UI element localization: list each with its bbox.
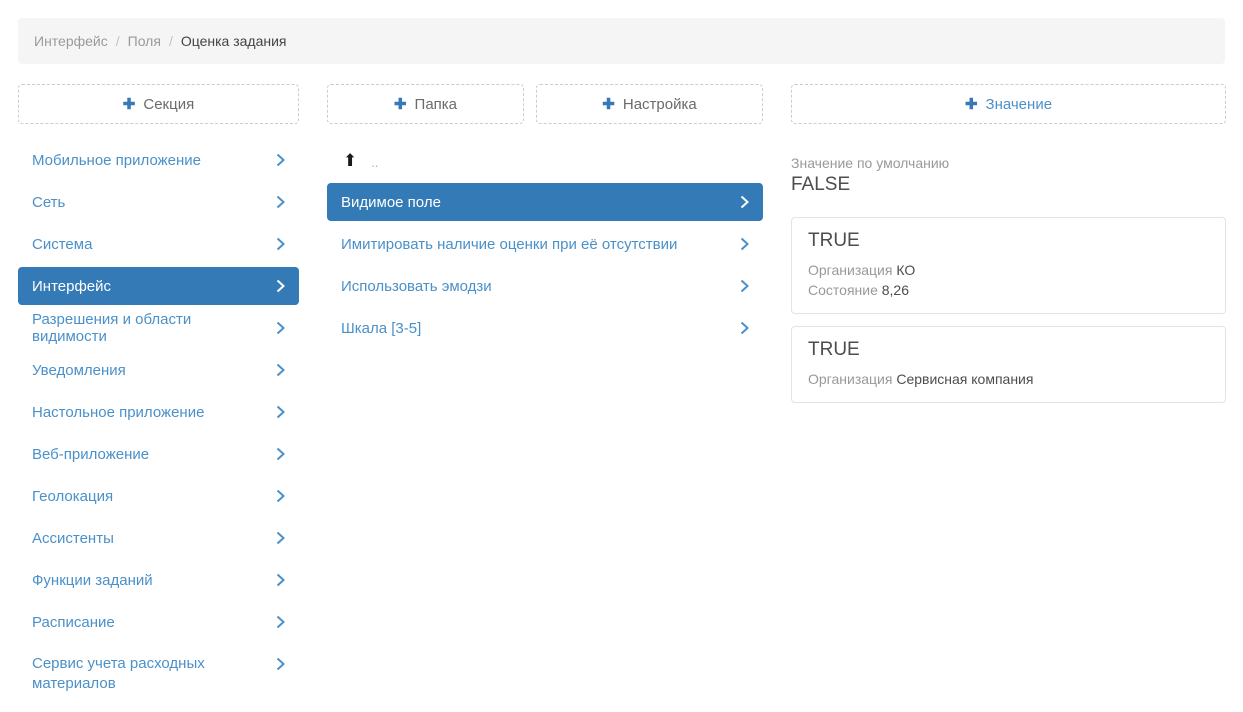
sidebar-item-label: Мобильное приложение <box>32 151 201 169</box>
chevron-right-icon <box>740 237 749 251</box>
value-card-attribute: Организация КО <box>808 260 1209 280</box>
attribute-value: Сервисная компания <box>896 371 1034 387</box>
sidebar-item-label: Интерфейс <box>32 277 112 295</box>
chevron-right-icon <box>276 615 285 629</box>
sidebar-item-network[interactable]: Сеть <box>18 183 299 221</box>
breadcrumb-separator: / <box>115 33 120 49</box>
attribute-value: 8,26 <box>881 282 909 298</box>
chevron-right-icon <box>276 321 285 335</box>
chevron-right-icon <box>276 573 285 587</box>
default-value-label: Значение по умолчанию <box>791 155 950 171</box>
sidebar-item-web-app[interactable]: Веб-приложение <box>18 435 299 473</box>
default-value: FALSE <box>791 174 851 195</box>
setting-item-label: Шкала [3-5] <box>341 319 422 337</box>
sidebar-item-label: Геолокация <box>32 487 114 505</box>
chevron-right-icon <box>276 447 285 461</box>
chevron-right-icon <box>276 405 285 419</box>
add-folder-button[interactable]: ✚ Папка <box>327 84 524 124</box>
go-up-label: .. <box>371 154 379 170</box>
attribute-label: Состояние <box>808 282 878 298</box>
sidebar-item-label: Настольное приложение <box>32 403 205 421</box>
values-column: ✚ Значение Значение по умолчанию FALSE T… <box>791 84 1226 403</box>
attribute-value: КО <box>896 262 916 278</box>
sidebar-item-label: Сеть <box>32 193 66 211</box>
sidebar-item-schedule[interactable]: Расписание <box>18 603 299 641</box>
breadcrumb: Интерфейс / Поля / Оценка задания <box>18 18 1225 64</box>
chevron-right-icon <box>276 195 285 209</box>
chevron-right-icon <box>276 237 285 251</box>
value-card-attribute: Организация Сервисная компания <box>808 369 1209 389</box>
sidebar-item-label: Уведомления <box>32 361 126 379</box>
value-card-value: TRUE <box>808 230 860 251</box>
breadcrumb-separator: / <box>168 33 173 49</box>
chevron-right-icon <box>740 321 749 335</box>
setting-item-label: Использовать эмодзи <box>341 277 492 295</box>
setting-item-use-emoji[interactable]: Использовать эмодзи <box>327 267 763 305</box>
attribute-label: Организация <box>808 262 893 278</box>
go-up-item[interactable]: ⬆ .. <box>327 141 763 179</box>
sidebar-item-label: Ассистенты <box>32 529 114 547</box>
value-card-value: TRUE <box>808 339 860 360</box>
sidebar-item-interface[interactable]: Интерфейс <box>18 267 299 305</box>
sidebar-item-label: Система <box>32 235 93 253</box>
value-card[interactable]: TRUE Организация Сервисная компания <box>791 326 1226 403</box>
value-card[interactable]: TRUE Организация КО Состояние 8,26 <box>791 217 1226 314</box>
chevron-right-icon <box>276 279 285 293</box>
chevron-right-icon <box>276 489 285 503</box>
sidebar-item-label: Разрешения и области видимости <box>32 311 192 345</box>
up-arrow-icon: ⬆ <box>343 150 358 170</box>
sidebar-item-geolocation[interactable]: Геолокация <box>18 477 299 515</box>
plus-icon: ✚ <box>393 95 407 113</box>
sidebar-item-assistants[interactable]: Ассистенты <box>18 519 299 557</box>
sections-list: Мобильное приложение Сеть Система Интерф… <box>18 141 299 703</box>
chevron-right-icon <box>276 657 285 671</box>
sidebar-item-system[interactable]: Система <box>18 225 299 263</box>
settings-list: ⬆ .. Видимое поле Имитировать наличие оц… <box>327 141 763 347</box>
breadcrumb-link-fields[interactable]: Поля <box>127 33 161 49</box>
chevron-right-icon <box>276 153 285 167</box>
breadcrumb-link-interface[interactable]: Интерфейс <box>34 33 108 49</box>
sections-column: ✚ Секция Мобильное приложение Сеть Систе… <box>18 84 299 707</box>
plus-icon: ✚ <box>122 95 136 113</box>
plus-icon: ✚ <box>602 95 615 113</box>
add-value-button[interactable]: ✚ Значение <box>791 84 1226 124</box>
sidebar-item-consumables-service[interactable]: Сервис учета расходных материалов <box>18 645 299 703</box>
sidebar-item-desktop-app[interactable]: Настольное приложение <box>18 393 299 431</box>
sidebar-item-task-functions[interactable]: Функции заданий <box>18 561 299 599</box>
breadcrumb-current-page: Оценка задания <box>180 33 287 49</box>
add-folder-label: Папка <box>414 95 458 113</box>
attribute-label: Организация <box>808 371 893 387</box>
chevron-right-icon <box>740 195 749 209</box>
value-card-attribute: Состояние 8,26 <box>808 280 1209 300</box>
setting-item-simulate-rating[interactable]: Имитировать наличие оценки при её отсутс… <box>327 225 763 263</box>
sidebar-item-permissions[interactable]: Разрешения и области видимости <box>18 309 299 347</box>
add-section-button[interactable]: ✚ Секция <box>18 84 299 124</box>
setting-item-scale[interactable]: Шкала [3-5] <box>327 309 763 347</box>
sidebar-item-mobile-app[interactable]: Мобильное приложение <box>18 141 299 179</box>
sidebar-item-label: Расписание <box>32 613 115 631</box>
plus-icon: ✚ <box>964 95 978 113</box>
add-section-label: Секция <box>143 95 195 113</box>
chevron-right-icon <box>276 363 285 377</box>
setting-item-label: Видимое поле <box>341 193 441 211</box>
folders-header: ✚ Папка ✚ Настройка <box>327 84 763 124</box>
add-setting-label: Настройка <box>622 95 697 113</box>
setting-item-visible-field[interactable]: Видимое поле <box>327 183 763 221</box>
default-value-block[interactable]: Значение по умолчанию FALSE <box>791 155 1226 196</box>
sidebar-item-label: Сервис учета расходных материалов <box>32 655 205 692</box>
sidebar-item-notifications[interactable]: Уведомления <box>18 351 299 389</box>
add-value-label: Значение <box>985 95 1053 113</box>
add-setting-button[interactable]: ✚ Настройка <box>536 84 763 124</box>
chevron-right-icon <box>276 531 285 545</box>
folders-column: ✚ Папка ✚ Настройка ⬆ .. Видимое поле Им… <box>327 84 763 351</box>
sidebar-item-label: Функции заданий <box>32 571 153 589</box>
setting-item-label: Имитировать наличие оценки при её отсутс… <box>341 235 678 253</box>
chevron-right-icon <box>740 279 749 293</box>
sidebar-item-label: Веб-приложение <box>32 445 150 463</box>
